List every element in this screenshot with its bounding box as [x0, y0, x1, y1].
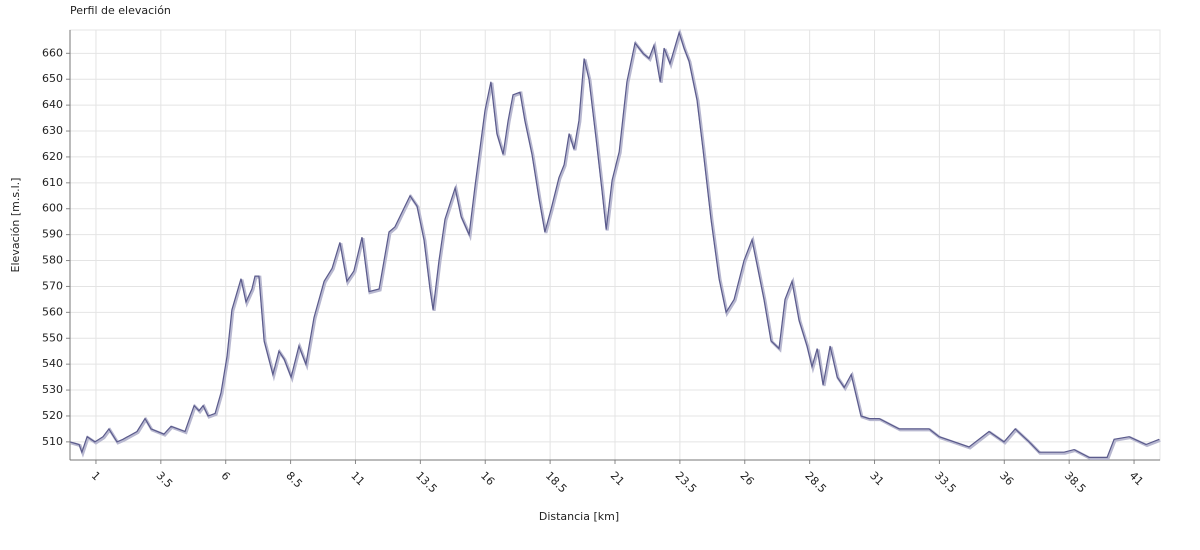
- y-tick-label: 580: [42, 254, 63, 267]
- y-tick-label: 640: [42, 98, 63, 111]
- y-tick-label: 630: [42, 124, 63, 137]
- y-tick-label: 560: [42, 305, 63, 318]
- chart-title: Perfil de elevación: [70, 4, 171, 17]
- y-tick-label: 610: [42, 176, 63, 189]
- y-tick-label: 510: [42, 435, 63, 448]
- elevation-line: [69, 30, 1160, 458]
- y-tick-label: 540: [42, 357, 63, 370]
- y-tick-label: 620: [42, 150, 63, 163]
- y-tick-label: 570: [42, 279, 63, 292]
- x-axis-label: Distancia [km]: [539, 510, 619, 523]
- y-tick-label: 650: [42, 72, 63, 85]
- y-tick-label: 530: [42, 383, 63, 396]
- y-tick-label: 520: [42, 409, 63, 422]
- y-tick-label: 600: [42, 202, 63, 215]
- y-tick-label: 590: [42, 228, 63, 241]
- line-shadow: [70, 28, 1161, 460]
- y-tick-label: 660: [42, 46, 63, 59]
- y-tick-label: 550: [42, 331, 63, 344]
- y-axis-label: Elevación [m.s.l.]: [9, 178, 22, 273]
